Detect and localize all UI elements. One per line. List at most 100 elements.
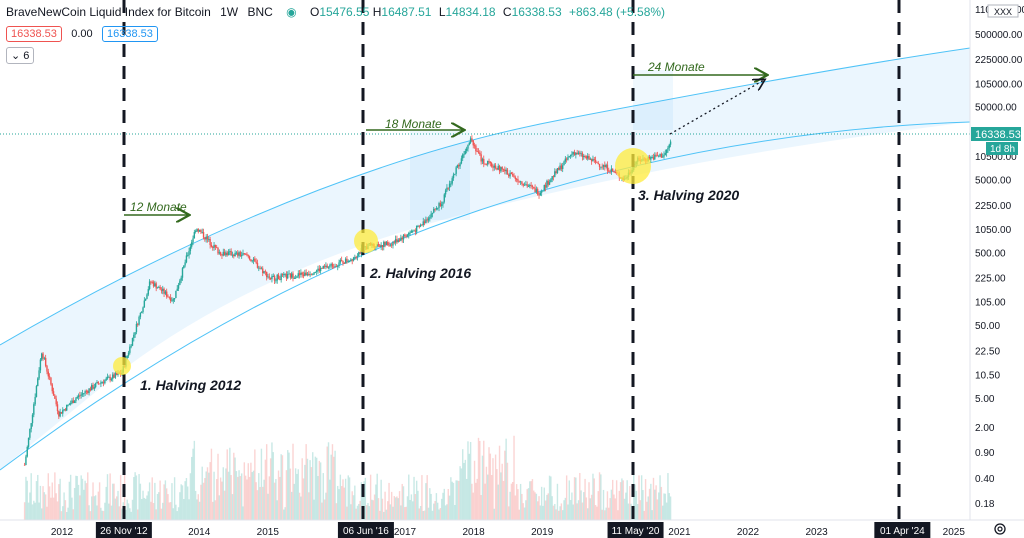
candle-body <box>138 316 140 325</box>
candle-body <box>494 165 497 169</box>
candle-body <box>114 373 117 378</box>
price-axis[interactable]: 1100000.00500000.00225000.00105000.00500… <box>975 5 1024 510</box>
volume-bar <box>181 485 184 520</box>
volume-bar <box>223 490 226 520</box>
candle-body <box>460 158 463 164</box>
bid-price[interactable]: 16338.53 <box>6 26 62 42</box>
candle-body <box>229 251 231 252</box>
candle-body <box>340 260 343 261</box>
volume-bar <box>517 489 519 520</box>
candle-body <box>143 300 146 308</box>
volume-bar <box>617 510 619 520</box>
volume-bar <box>394 497 397 520</box>
volume-bar <box>385 509 388 520</box>
candle-body <box>650 157 652 160</box>
volume-bar <box>430 493 432 520</box>
candle-body <box>614 172 617 174</box>
candle-body <box>552 176 555 177</box>
candle-body <box>317 268 319 271</box>
candle-body <box>440 204 443 206</box>
gear-icon[interactable] <box>994 523 1006 535</box>
volume-bar <box>348 477 351 520</box>
candle-body <box>267 276 269 278</box>
time-axis[interactable]: 2012 2014 2015 2017 2018 2019 2021 2022 2023 2025 <box>51 527 965 538</box>
candle-body <box>430 213 432 218</box>
volume-bar <box>54 472 56 520</box>
volume-bar <box>210 448 213 520</box>
volume-bar <box>256 490 259 520</box>
candle-body <box>501 167 503 170</box>
volume-bar <box>597 491 599 520</box>
price-tick-label: 10500.00 <box>975 152 1017 163</box>
candle-body <box>444 190 447 195</box>
indicator-count-button[interactable]: ⌄ 6 <box>6 47 35 64</box>
volume-bar <box>244 475 247 520</box>
volume-bar <box>515 484 518 520</box>
candle-body <box>285 273 288 279</box>
volume-bar <box>584 478 586 520</box>
candle-body <box>188 250 190 256</box>
volume-bar <box>154 482 156 520</box>
volume-bar <box>401 483 403 520</box>
volume-bar <box>426 475 428 520</box>
candle-body <box>47 371 49 377</box>
volume-bar <box>162 502 164 520</box>
volume-bar <box>413 476 415 520</box>
volume-bar <box>539 505 542 520</box>
volume-bar <box>346 506 348 520</box>
candle-body <box>471 138 473 141</box>
volume-bar <box>252 470 255 520</box>
volume-bar <box>596 506 598 520</box>
candle-body <box>515 178 518 180</box>
price-tick-label: 0.90 <box>975 448 995 459</box>
indicator-toggle[interactable]: ⌄ 6 <box>6 47 35 64</box>
volume-bar <box>518 509 520 520</box>
volume-bar <box>212 501 214 520</box>
candle-body <box>462 154 464 159</box>
volume-bar <box>410 494 413 520</box>
candle-body <box>205 236 207 240</box>
candle-body <box>35 386 38 397</box>
volume-bar <box>423 510 426 520</box>
candle-body <box>160 289 163 291</box>
volume-bar <box>471 483 473 520</box>
candle-body <box>79 395 81 397</box>
volume-bar <box>459 466 461 520</box>
candle-body <box>393 241 396 243</box>
volume-bar <box>109 473 111 520</box>
volume-bar <box>272 452 274 520</box>
candle-body <box>64 409 67 411</box>
scale-badge-bg[interactable] <box>987 4 1019 18</box>
volume-bar <box>480 495 482 520</box>
symbol-title[interactable]: BraveNewCoin Liquid Index for Bitcoin <box>6 5 211 19</box>
interval-label[interactable]: 1W <box>220 5 239 19</box>
scale-badge: XXX <box>994 7 1012 17</box>
volume-bar <box>294 468 297 520</box>
volume-bar <box>668 493 670 520</box>
volume-bar <box>364 477 367 520</box>
candle-body <box>484 163 486 165</box>
candle-body <box>455 167 457 174</box>
volume-bar <box>634 484 636 520</box>
volume-bar <box>297 469 299 520</box>
volume-bar <box>661 505 664 520</box>
volume-bar <box>167 494 169 520</box>
projection-arrow <box>669 80 764 135</box>
volume-bar <box>512 481 514 520</box>
volume-bar <box>184 481 186 520</box>
volume-bar <box>147 491 149 520</box>
candle-body <box>476 151 478 152</box>
candle-body <box>148 281 151 290</box>
time-tick-label: 2025 <box>943 527 966 538</box>
volume-bar <box>481 455 484 520</box>
ohlc-change: +863.48 (+5.58%) <box>568 5 666 19</box>
eye-icon[interactable]: ◉ <box>286 5 297 19</box>
volume-bar <box>469 441 472 520</box>
candle-body <box>159 286 161 290</box>
candle-body <box>606 164 609 171</box>
volume-bar <box>137 509 139 520</box>
volume-bar <box>222 467 224 520</box>
ask-price[interactable]: 16338.53 <box>102 26 158 42</box>
volume-bar <box>247 463 249 520</box>
